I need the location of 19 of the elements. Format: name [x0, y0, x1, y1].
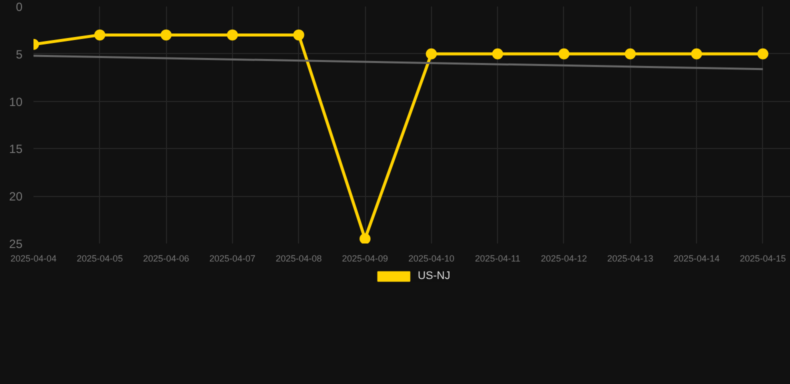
x-tick-label: 2025-04-12: [540, 254, 587, 264]
x-tick-label: 2025-04-09: [342, 254, 388, 264]
y-tick-label: 10: [9, 94, 23, 109]
y-tick-label: 15: [9, 142, 23, 156]
y-tick-label: 20: [9, 190, 23, 204]
legend-label: US-NJ: [418, 270, 450, 282]
x-tick-label: 2025-04-15: [740, 254, 786, 264]
x-tick-label: 2025-04-14: [674, 254, 720, 264]
x-tick-label: 2025-04-06: [143, 254, 190, 264]
y-tick-label: 5: [16, 47, 23, 62]
x-tick-label: 2025-04-08: [276, 254, 322, 264]
x-tick-label: 2025-04-05: [76, 254, 123, 264]
y-tick-label: 0: [16, 0, 23, 14]
y-tick-label: 25: [9, 237, 23, 251]
x-tick-label: 2025-04-13: [607, 254, 654, 264]
x-tick-label: 2025-04-11: [474, 254, 520, 264]
x-tick-label: 2025-04-10: [408, 254, 454, 264]
x-tick-label: 2025-04-04: [10, 254, 57, 264]
x-tick-label: 2025-04-07: [209, 254, 256, 264]
